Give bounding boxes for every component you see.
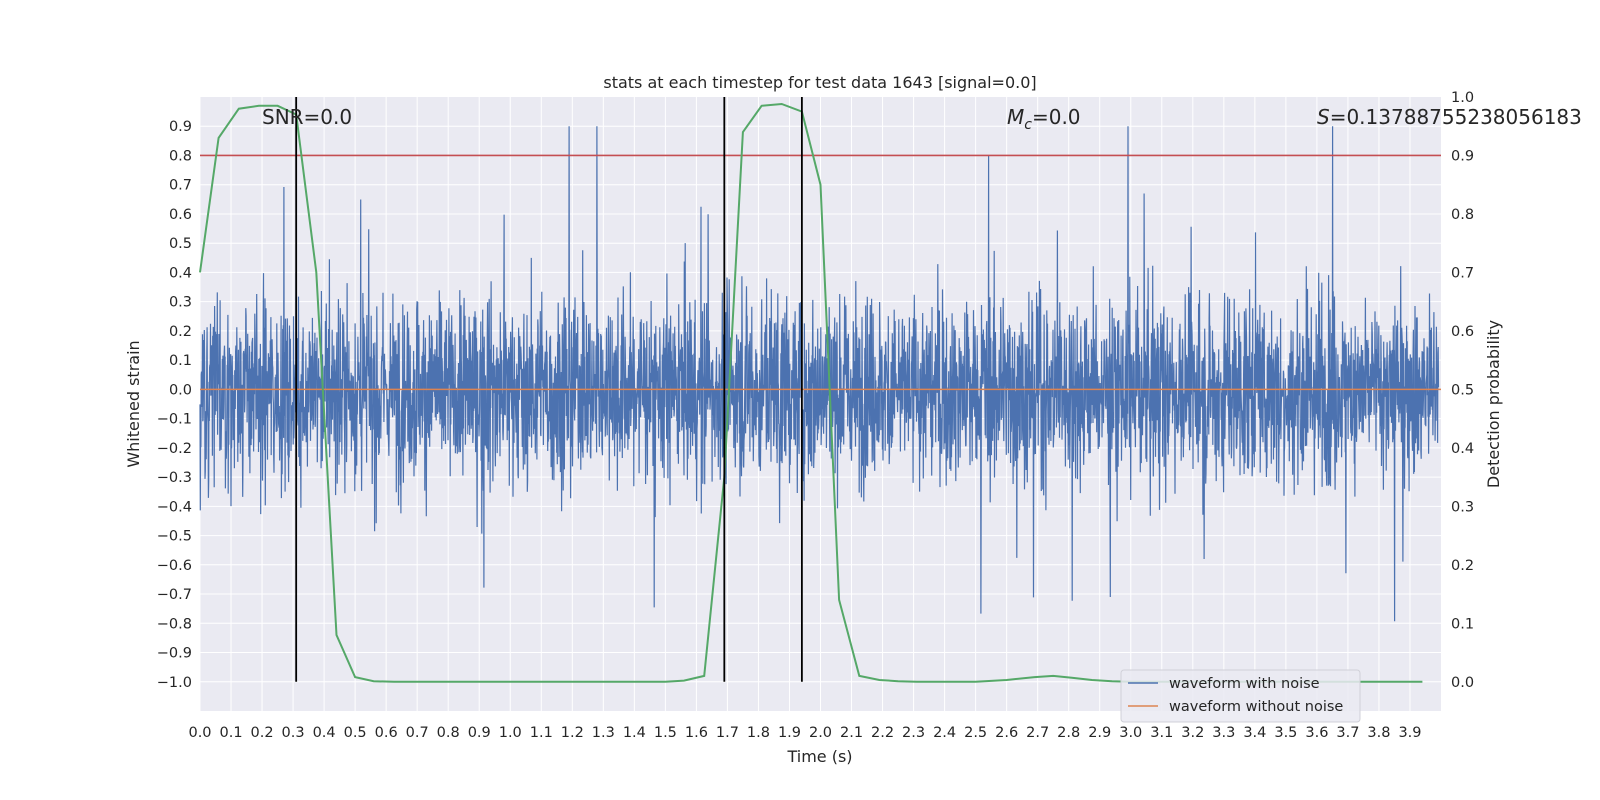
y-tick-label: 0.0 — [169, 382, 192, 398]
x-tick-label: 3.4 — [1243, 725, 1266, 741]
noise-line — [199, 126, 1440, 622]
y2-tick-label: 0.0 — [1451, 675, 1474, 691]
x-tick-label: 3.7 — [1336, 725, 1359, 741]
x-tick-label: 3.1 — [1150, 725, 1173, 741]
y-tick-label: −0.9 — [157, 646, 192, 662]
detection-probability-line — [199, 102, 1423, 683]
y-tick-label: 0.4 — [169, 265, 192, 281]
x-tick-label: 3.5 — [1274, 725, 1297, 741]
x-tick-label: 2.7 — [1026, 725, 1049, 741]
x-tick-label: 0.1 — [219, 725, 242, 741]
x-tick-label: 0.8 — [437, 725, 460, 741]
x-tick-label: 1.1 — [530, 725, 553, 741]
x-tick-label: 2.5 — [964, 725, 987, 741]
x-tick-label: 2.8 — [1057, 725, 1080, 741]
chart-title: stats at each timestep for test data 164… — [603, 73, 1036, 92]
x-tick-label: 1.2 — [561, 725, 584, 741]
legend-label-clean: waveform without noise — [1169, 699, 1343, 715]
y-tick-label: −0.1 — [157, 412, 192, 428]
axis-ticks: 0.0 0.1 0.2 0.3 0.4 0.5 0.6 0.7 0.8 0.9 1.0 1.1 1.2 1… — [157, 90, 1474, 741]
x-tick-label: 0.5 — [344, 725, 367, 741]
x-tick-label: 3.8 — [1367, 725, 1390, 741]
y-tick-label: 0.7 — [169, 178, 192, 194]
x-tick-label: 1.4 — [623, 725, 646, 741]
x-tick-label: 0.0 — [188, 725, 211, 741]
x-tick-label: 3.6 — [1305, 725, 1328, 741]
x-axis-label: Time (s) — [786, 747, 852, 766]
x-tick-label: 1.6 — [685, 725, 708, 741]
x-tick-label: 1.3 — [592, 725, 615, 741]
y-tick-label: 0.3 — [169, 295, 192, 311]
y-tick-label: 0.9 — [169, 119, 192, 135]
y-tick-label: −0.2 — [157, 441, 192, 457]
series-waveform-with-noise — [199, 126, 1440, 622]
y2-tick-label: 0.2 — [1451, 558, 1474, 574]
y2-tick-label: 0.9 — [1451, 148, 1474, 164]
legend-box — [1120, 669, 1361, 723]
x-tick-label: 2.6 — [995, 725, 1018, 741]
overlay-lines — [199, 97, 1441, 683]
score-annotation: S=0.13788755238056183 — [1317, 105, 1582, 129]
y-tick-label: −1.0 — [157, 675, 192, 691]
chirp-mass-annotation: Mc=0.0 — [1007, 105, 1081, 133]
y-tick-label: 0.6 — [169, 207, 192, 223]
y2-tick-label: 0.3 — [1451, 499, 1474, 515]
x-tick-label: 2.1 — [840, 725, 863, 741]
y-tick-label: −0.5 — [157, 529, 192, 545]
y-tick-label: 0.8 — [169, 148, 192, 164]
x-tick-label: 2.0 — [809, 725, 832, 741]
y-tick-label: −0.6 — [157, 558, 192, 574]
y-axis-label: Whitened strain — [124, 340, 143, 467]
x-tick-label: 0.3 — [282, 725, 305, 741]
legend-label-noise: waveform with noise — [1169, 676, 1320, 692]
y2-tick-label: 0.5 — [1451, 382, 1474, 398]
y2-tick-label: 0.6 — [1451, 324, 1474, 340]
y-tick-label: 0.5 — [169, 236, 192, 252]
y2-tick-label: 0.4 — [1451, 441, 1474, 457]
x-tick-label: 1.9 — [778, 725, 801, 741]
y2-tick-label: 0.8 — [1451, 207, 1474, 223]
x-tick-label: 1.5 — [654, 725, 677, 741]
x-tick-label: 0.9 — [468, 725, 491, 741]
x-tick-label: 3.9 — [1398, 725, 1421, 741]
x-tick-label: 2.4 — [933, 725, 956, 741]
x-tick-label: 3.2 — [1181, 725, 1204, 741]
x-tick-label: 0.6 — [375, 725, 398, 741]
x-tick-label: 0.7 — [406, 725, 429, 741]
y2-axis-label: Detection probability — [1484, 320, 1503, 488]
x-tick-label: 1.0 — [499, 725, 522, 741]
x-tick-label: 3.0 — [1119, 725, 1142, 741]
x-tick-label: 2.9 — [1088, 725, 1111, 741]
y2-tick-label: 0.7 — [1451, 265, 1474, 281]
y-tick-label: −0.4 — [157, 499, 192, 515]
y2-tick-label: 1.0 — [1451, 90, 1474, 106]
x-tick-label: 0.4 — [313, 725, 336, 741]
x-tick-label: 1.7 — [716, 725, 739, 741]
x-tick-label: 2.2 — [871, 725, 894, 741]
y-tick-label: −0.8 — [157, 616, 192, 632]
x-tick-label: 1.8 — [747, 725, 770, 741]
y-tick-label: −0.7 — [157, 587, 192, 603]
y-tick-label: 0.1 — [169, 353, 192, 369]
y-tick-label: −0.3 — [157, 470, 192, 486]
snr-annotation: SNR=0.0 — [262, 105, 352, 129]
y2-tick-label: 0.1 — [1451, 616, 1474, 632]
legend: waveform with noise waveform without noi… — [1120, 669, 1361, 723]
x-tick-label: 2.3 — [902, 725, 925, 741]
x-tick-label: 0.2 — [251, 725, 274, 741]
x-tick-label: 3.3 — [1212, 725, 1235, 741]
y-tick-label: 0.2 — [169, 324, 192, 340]
